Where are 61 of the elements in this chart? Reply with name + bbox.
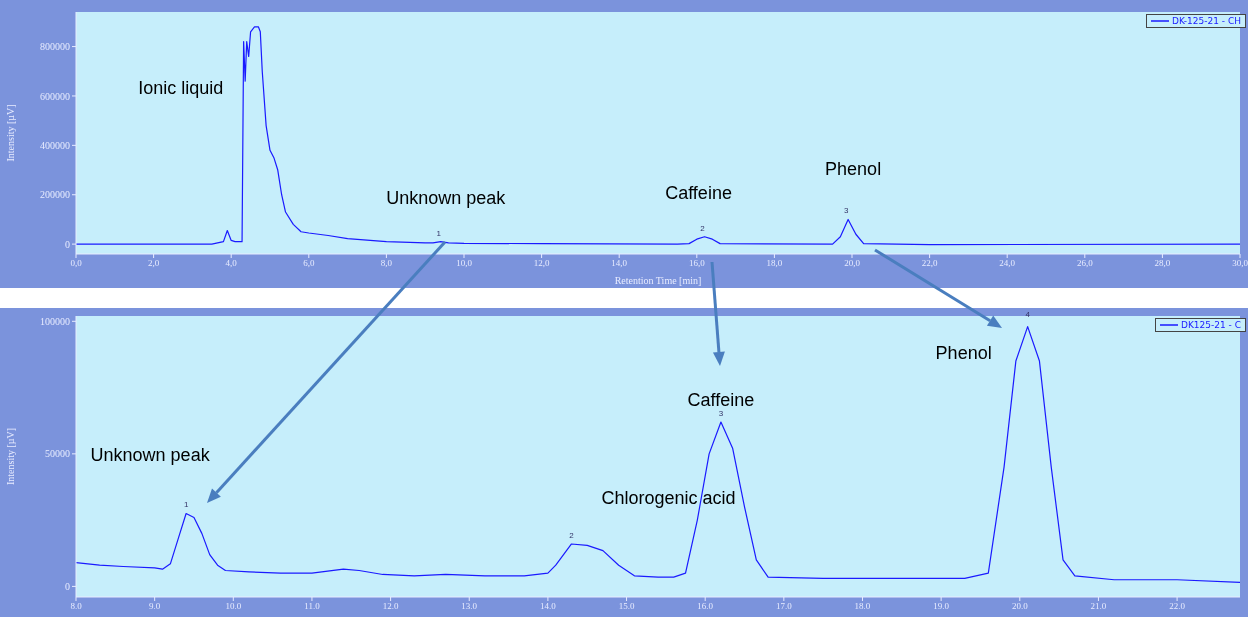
- annotation: Phenol: [935, 342, 992, 363]
- x-axis-title: Retention Time [min]: [614, 275, 702, 286]
- annotation: Caffeine: [665, 182, 732, 203]
- x-tick-label: 17.0: [775, 601, 793, 612]
- y-axis-title: Intensity [µV]: [4, 104, 16, 162]
- y-tick-label: 50000: [45, 448, 70, 460]
- x-tick-label: 15.0: [618, 601, 635, 612]
- x-tick-label: 21.0: [1090, 601, 1107, 612]
- x-tick-label: 9.0: [149, 601, 161, 612]
- x-tick-label: 19.0: [933, 601, 950, 612]
- y-axis-title: Intensity [µV]: [4, 427, 16, 486]
- line-series: [76, 326, 1240, 584]
- annotation: Caffeine: [687, 390, 755, 411]
- annotation: 3: [843, 206, 849, 216]
- x-tick-label: 22,0: [921, 258, 938, 269]
- annotation: 2: [569, 530, 575, 540]
- x-tick-label: 24,0: [999, 258, 1016, 269]
- y-tick-label: 600000: [40, 90, 70, 102]
- x-tick-label: 4,0: [225, 258, 238, 269]
- x-tick-label: 14,0: [611, 258, 628, 269]
- x-tick-label: 2,0: [147, 258, 160, 269]
- x-tick-label: 11.0: [304, 601, 321, 612]
- annotation: 4: [1025, 309, 1031, 319]
- x-tick-label: 18.0: [854, 601, 871, 612]
- x-tick-label: 16,0: [688, 258, 706, 269]
- x-tick-label: 18,0: [766, 258, 783, 269]
- x-tick-label: 22.0: [1169, 601, 1186, 612]
- annotation: 2: [700, 223, 706, 233]
- legend-label: DK-125-21 - CH: [1170, 16, 1241, 26]
- x-tick-label: 20.0: [1011, 601, 1029, 612]
- x-tick-label: 26,0: [1076, 258, 1094, 269]
- x-tick-label: 16.0: [697, 601, 714, 612]
- x-tick-label: 6,0: [303, 258, 315, 269]
- x-tick-label: 12.0: [382, 601, 399, 612]
- annotation: Chlorogenic acid: [601, 487, 736, 508]
- y-tick-label: 100000: [40, 315, 70, 327]
- annotation: Unknown peak: [386, 187, 507, 208]
- x-tick-label: 12,0: [533, 258, 550, 269]
- annotation: 1: [436, 228, 442, 238]
- y-tick-label: 200000: [40, 189, 70, 201]
- x-tick-label: 10,0: [456, 258, 473, 269]
- x-tick-label: 10.0: [225, 601, 242, 612]
- x-tick-label: 28,0: [1154, 258, 1171, 269]
- annotation: 1: [183, 500, 189, 510]
- y-tick-label: 800000: [40, 41, 70, 53]
- x-tick-label: 8.0: [70, 601, 83, 612]
- y-tick-label: 400000: [40, 139, 70, 151]
- annotation: 3: [718, 409, 724, 419]
- y-tick-label: 0: [65, 580, 70, 592]
- x-tick-label: 14.0: [540, 601, 557, 612]
- y-tick-label: 0: [65, 238, 70, 250]
- x-tick-label: 30,0: [1232, 258, 1248, 269]
- x-tick-label: 0,0: [70, 258, 83, 269]
- x-tick-label: 20,0: [844, 258, 861, 269]
- line-series: [76, 26, 1240, 246]
- annotation: Unknown peak: [90, 445, 211, 466]
- x-tick-label: 13.0: [461, 601, 478, 612]
- x-tick-label: 8,0: [380, 258, 393, 269]
- legend-label: DK125-21 - C: [1180, 320, 1241, 330]
- annotation: Phenol: [825, 159, 882, 180]
- annotation: Ionic liquid: [138, 78, 224, 99]
